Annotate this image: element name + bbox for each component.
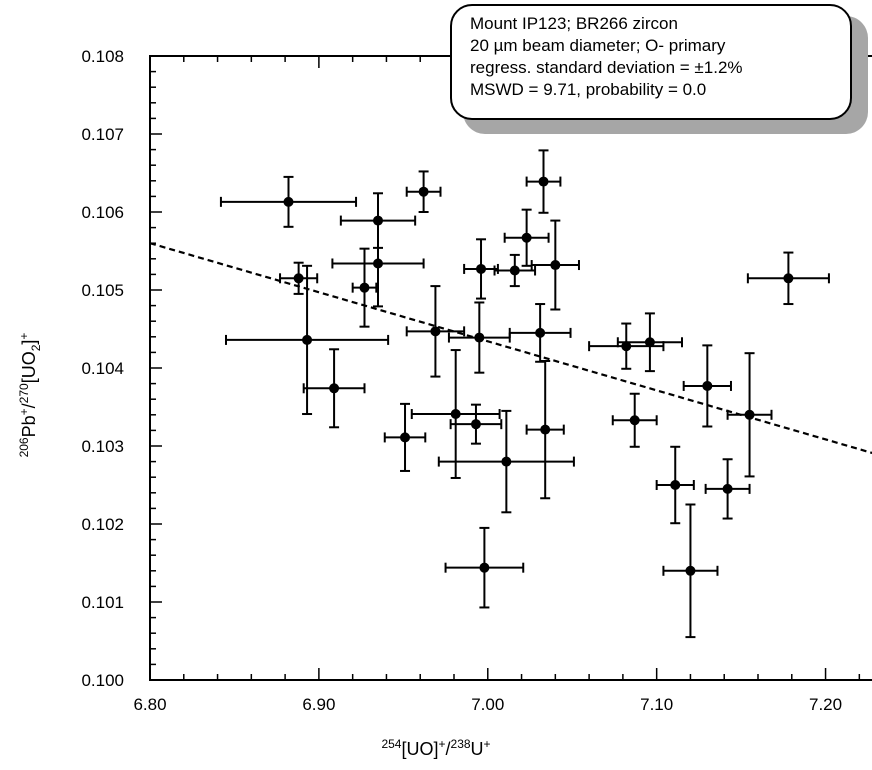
y-tick-label: 0.108 [81, 47, 124, 66]
data-point-16 [437, 409, 575, 514]
x-tick-label: 6.80 [133, 695, 166, 714]
x-tick-label: 7.10 [640, 695, 673, 714]
x-tick-label: 6.90 [302, 695, 335, 714]
data-marker [521, 232, 532, 243]
data-marker [501, 456, 512, 467]
x-tick-label: 7.20 [809, 695, 842, 714]
data-marker [538, 176, 549, 187]
regression-line [149, 242, 872, 455]
data-marker [474, 332, 485, 343]
axis-ticks [149, 55, 861, 681]
data-point-8 [383, 402, 427, 472]
y-axis-label-wrap: 206Pb+/270[UO2]+ [0, 0, 60, 770]
data-point-21 [525, 359, 565, 500]
y-tick-label: 0.102 [81, 515, 124, 534]
data-marker [418, 186, 429, 197]
data-point-10 [405, 285, 466, 378]
data-point-12 [449, 403, 503, 445]
y-tick-label: 0.106 [81, 203, 124, 222]
data-point-15 [444, 526, 525, 609]
annotation-line-2: 20 µm beam diameter; O- primary [470, 36, 726, 55]
data-marker [293, 273, 304, 284]
data-marker [373, 258, 383, 269]
data-marker [329, 383, 340, 394]
annotation-line-3: regress. standard deviation = ±1.2% [470, 58, 743, 77]
data-point-1 [219, 175, 358, 228]
data-marker [685, 565, 696, 576]
x-axis-label: 254[UO]+/238U+ [381, 737, 491, 759]
y-tick-label: 0.105 [81, 281, 124, 300]
data-marker [535, 327, 546, 338]
data-point-18 [503, 208, 550, 267]
data-marker [644, 337, 655, 348]
data-marker [550, 260, 561, 271]
annotation-line-4: MSWD = 9.71, probability = 0.0 [470, 80, 707, 99]
data-marker [702, 380, 713, 391]
data-point-31 [746, 251, 830, 306]
data-marker [283, 196, 294, 207]
annotation-box: Mount IP123; BR266 zircon 20 µm beam dia… [450, 4, 852, 120]
data-marker [670, 480, 681, 490]
annotation-line-1: Mount IP123; BR266 zircon [470, 14, 678, 33]
tick-labels: 6.80 6.90 7.00 7.10 7.20 0.100 0.101 0.102 0.103… [81, 47, 842, 714]
data-marker [744, 409, 755, 420]
data-point-25 [616, 312, 683, 373]
data-point-14 [463, 238, 499, 300]
data-marker [629, 415, 640, 426]
data-point-17 [493, 253, 537, 288]
y-tick-label: 0.103 [81, 437, 124, 456]
data-marker [359, 282, 370, 293]
plot-frame [149, 55, 872, 681]
data-marker [450, 409, 461, 420]
data-marker [783, 273, 794, 284]
data-marker [479, 562, 490, 573]
data-points [219, 149, 830, 639]
y-tick-label: 0.107 [81, 125, 124, 144]
data-point-22 [530, 219, 580, 311]
data-point-28 [682, 344, 732, 428]
data-marker [509, 265, 520, 276]
data-marker [302, 334, 313, 345]
data-point-4 [302, 348, 366, 429]
data-point-26 [655, 445, 695, 525]
x-tick-label: 7.00 [471, 695, 504, 714]
data-point-24 [611, 392, 658, 448]
data-point-13 [447, 301, 511, 374]
data-point-9 [405, 170, 442, 213]
data-point-29 [704, 458, 751, 520]
regression-line-group [149, 242, 872, 455]
data-point-7 [331, 219, 425, 308]
data-marker [476, 263, 487, 274]
data-point-3 [225, 264, 390, 416]
data-point-11 [410, 349, 501, 479]
data-marker [540, 424, 551, 435]
y-tick-label: 0.104 [81, 359, 124, 378]
data-marker [430, 326, 441, 337]
data-marker [470, 419, 481, 430]
data-point-2 [279, 261, 319, 295]
data-point-30 [726, 352, 773, 478]
data-point-27 [662, 503, 719, 639]
data-point-19 [508, 303, 572, 363]
data-marker [722, 483, 733, 494]
data-point-5 [351, 247, 378, 328]
y-axis-label: 206Pb+/270[UO2]+ [17, 332, 43, 458]
data-marker [621, 341, 632, 352]
data-point-20 [525, 149, 562, 214]
y-tick-label: 0.101 [81, 593, 124, 612]
y-tick-label: 0.100 [81, 671, 124, 690]
data-marker [400, 432, 411, 443]
